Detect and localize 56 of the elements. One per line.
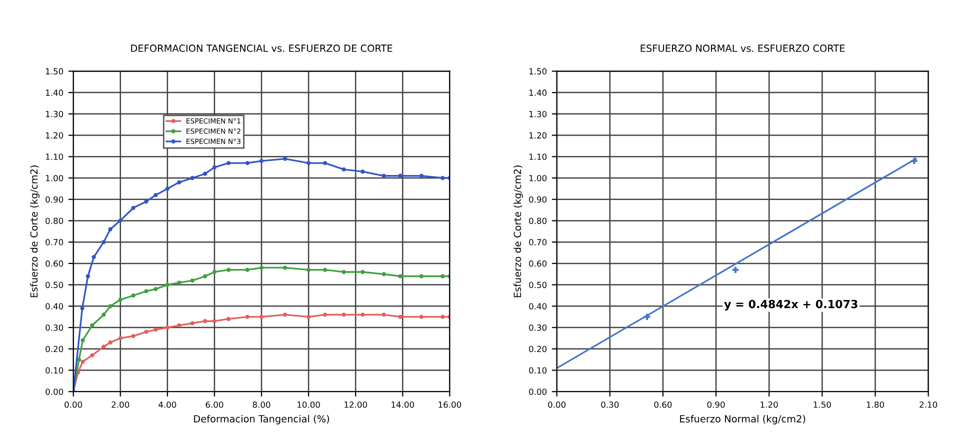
y-tick-label: 0.70 — [46, 239, 64, 246]
y-tick-label: 1.20 — [529, 132, 547, 139]
x-tick-label: 0.60 — [654, 401, 672, 408]
y-tick-label: 0.40 — [46, 303, 64, 310]
y-tick-label: 0.60 — [46, 260, 64, 267]
x-tick-label: 2.00 — [112, 401, 130, 408]
x-tick-label: 14.00 — [392, 401, 414, 408]
x-tick-label: 10.00 — [298, 401, 320, 408]
y-tick-label: 0.30 — [46, 324, 64, 331]
y-tick-label: 1.10 — [46, 154, 64, 160]
annotation: y = 0.4842x + 0.1073 — [724, 300, 858, 310]
x-tick-label: 12.00 — [344, 401, 367, 408]
x-tick-label: 16.00 — [438, 401, 462, 408]
y-tick-label: 0.20 — [529, 346, 547, 352]
y-tick-label: 1.30 — [529, 110, 547, 118]
y-tick-label: 1.30 — [46, 110, 64, 118]
x-tick-label: 0.00 — [64, 401, 82, 408]
x-tick-label: 1.80 — [866, 401, 884, 408]
y-tick-label: 0.70 — [529, 239, 547, 246]
y-tick-label: 0.80 — [529, 218, 547, 224]
x-tick-label: 4.00 — [158, 401, 176, 408]
y-tick-label: 0.10 — [529, 367, 547, 374]
y-tick-label: 1.40 — [529, 90, 547, 96]
y-tick-label: 1.00 — [529, 174, 547, 182]
x-tick-label: 0.90 — [707, 401, 725, 408]
x-tick-label: 0.30 — [601, 401, 619, 408]
y-axis-title: Esfuerzo de Corte (kg/cm2) — [514, 166, 523, 298]
y-tick-label: 0.10 — [46, 367, 64, 374]
x-tick-label: 2.10 — [920, 401, 938, 408]
y-tick-label: 0.40 — [529, 303, 547, 310]
y-tick-label: 1.20 — [46, 132, 64, 139]
y-tick-label: 1.00 — [46, 174, 64, 182]
chart-title: DEFORMACION TANGENCIAL vs. ESFUERZO DE CORTE — [131, 44, 392, 52]
y-tick-label: 0.80 — [46, 218, 64, 224]
x-tick-label: 1.20 — [760, 401, 778, 408]
y-tick-label: 1.50 — [529, 68, 547, 74]
y-tick-label: 0.00 — [46, 388, 64, 395]
y-tick-label: 0.50 — [46, 282, 64, 288]
x-tick-label: 1.50 — [814, 401, 831, 408]
y-tick-label: 0.00 — [529, 388, 547, 395]
y-tick-label: 0.90 — [529, 196, 547, 203]
x-axis-title: Deformacion Tangencial (%) — [194, 414, 330, 424]
y-tick-label: 1.10 — [529, 154, 547, 160]
y-tick-label: 0.90 — [46, 196, 64, 203]
y-tick-label: 0.50 — [529, 282, 547, 288]
y-tick-label: 1.50 — [46, 68, 64, 74]
y-tick-label: 0.60 — [529, 260, 547, 267]
y-tick-label: 0.20 — [46, 346, 64, 352]
y-tick-label: 1.40 — [46, 90, 64, 96]
x-tick-label: 0.00 — [548, 401, 566, 408]
y-axis-title: Esfuerzo de Corte (kg/cm2) — [30, 166, 40, 298]
chart-title: ESFUERZO NORMAL vs. ESFUERZO CORTE — [640, 44, 845, 52]
x-tick-label: 8.00 — [252, 401, 270, 408]
x-tick-label: 6.00 — [206, 401, 224, 408]
y-tick-label: 0.30 — [529, 324, 547, 331]
x-axis-title: Esfuerzo Normal (kg/cm2) — [680, 414, 806, 424]
